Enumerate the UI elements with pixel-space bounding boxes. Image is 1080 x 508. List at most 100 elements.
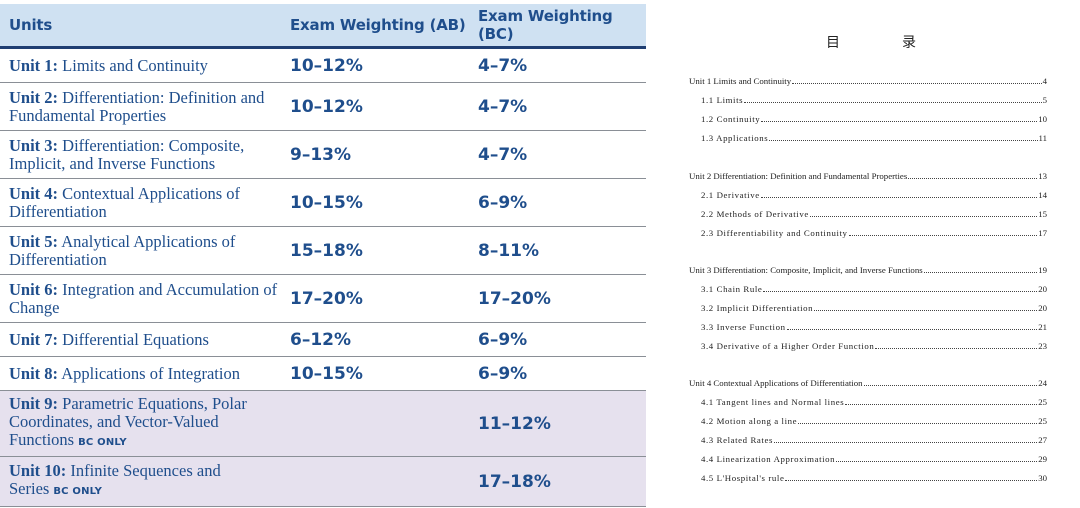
toc-entry-title: Unit 4 Contextual Applications of Differ…: [689, 378, 863, 388]
toc-page-number: 20: [1038, 303, 1047, 313]
toc-page-number: 30: [1038, 473, 1047, 483]
bc-only-badge: BC ONLY: [53, 486, 103, 497]
bc-weight: 4–7%: [478, 144, 528, 165]
unit-title: Parametric Equations, Polar Coordinates,…: [9, 394, 247, 449]
toc-section-entry: 4.5 L'Hospital's rule 30: [701, 473, 1047, 483]
ab-weight: 6–12%: [290, 329, 352, 350]
toc-page-number: 5: [1042, 95, 1047, 105]
unit-label: Unit 9:: [9, 394, 59, 413]
toc-page-number: 25: [1038, 397, 1047, 407]
toc-entry-title: Unit 3 Differentiation: Composite, Impli…: [689, 265, 923, 275]
unit-name: Unit 7: Differential Equations: [0, 329, 282, 349]
toc-section-entry: 4.3 Related Rates 27: [701, 435, 1047, 445]
unit-name: Unit 2: Differentiation: Definition and …: [0, 88, 282, 125]
bc-weight: 4–7%: [478, 55, 528, 76]
bc-weight: 17–20%: [478, 288, 551, 309]
ab-weight: 10–15%: [290, 192, 363, 213]
bc-weight: 11–12%: [478, 413, 551, 434]
table-row: Unit 6: Integration and Accumulation of …: [0, 275, 646, 323]
toc-entry-title: 4.1 Tangent lines and Normal lines: [701, 397, 845, 407]
unit-title: Differential Equations: [62, 329, 209, 349]
toc-section-entry: 1.1 Limits 5: [701, 95, 1047, 105]
unit-name: Unit 5: Analytical Applications of Diffe…: [0, 231, 282, 269]
ab-weight: 15–18%: [290, 240, 363, 261]
toc-entry-title: 4.3 Related Rates: [701, 435, 774, 445]
toc-leader-dots: [908, 172, 1038, 179]
toc-leader-dots: [798, 417, 1038, 424]
bc-weight: 6–9%: [478, 363, 528, 384]
toc-leader-dots: [923, 266, 1038, 273]
toc-section-entry: 4.1 Tangent lines and Normal lines 25: [701, 397, 1047, 407]
toc-entry-title: Unit 1 Limits and Continuity: [689, 76, 792, 86]
toc-page-number: 11: [1038, 133, 1047, 143]
toc-section-entry: 2.1 Derivative 14: [701, 190, 1047, 200]
unit-name: Unit 3: Differentiation: Composite, Impl…: [0, 135, 282, 173]
toc-page-number: 27: [1038, 435, 1047, 445]
bc-weight: 4–7%: [478, 96, 528, 117]
toc-leader-dots: [863, 379, 1038, 386]
toc-page-number: 29: [1038, 454, 1047, 464]
toc-leader-dots: [814, 304, 1038, 311]
table-row: Unit 2: Differentiation: Definition and …: [0, 83, 646, 131]
toc-entry-title: 4.2 Motion along a line: [701, 416, 798, 426]
toc-entry-title: 4.4 Linearization Approximation: [701, 454, 836, 464]
unit-name: Unit 6: Integration and Accumulation of …: [0, 279, 282, 317]
toc-leader-dots: [769, 134, 1038, 141]
toc-title: 目录: [662, 32, 1080, 52]
toc-page-number: 20: [1038, 284, 1047, 294]
unit-label: Unit 6:: [9, 279, 59, 299]
toc-leader-dots: [744, 96, 1042, 103]
toc-unit-entry: Unit 4 Contextual Applications of Differ…: [689, 378, 1047, 388]
toc-leader-dots: [763, 285, 1038, 292]
toc-unit-entry: Unit 3 Differentiation: Composite, Impli…: [689, 265, 1047, 275]
bc-weight: 6–9%: [478, 192, 528, 213]
toc-leader-dots: [848, 229, 1038, 236]
unit-title: Infinite Sequences and Series: [9, 461, 221, 498]
toc-page-number: 4: [1042, 76, 1047, 86]
toc-page-number: 24: [1038, 378, 1047, 388]
table-row: Unit 10: Infinite Sequences and Series BC…: [0, 457, 646, 507]
toc-section-entry: 4.4 Linearization Approximation 29: [701, 454, 1047, 464]
unit-title: Contextual Applications of Differentiati…: [9, 183, 240, 221]
toc-page-number: 23: [1038, 341, 1047, 351]
unit-title: Differentiation: Composite, Implicit, an…: [9, 135, 245, 173]
toc-entry-title: 2.3 Differentiability and Continuity: [701, 228, 848, 238]
unit-label: Unit 7:: [9, 329, 59, 349]
toc-page-number: 14: [1038, 190, 1047, 200]
toc-section-entry: 3.4 Derivative of a Higher Order Functio…: [701, 341, 1047, 351]
toc-entry-title: 3.3 Inverse Function: [701, 322, 786, 332]
unit-name: Unit 1: Limits and Continuity: [0, 56, 282, 75]
toc-entry-title: 3.4 Derivative of a Higher Order Functio…: [701, 341, 875, 351]
toc-page-number: 21: [1038, 322, 1047, 332]
toc-page-number: 17: [1038, 228, 1047, 238]
toc-title-right: 录: [902, 36, 916, 51]
unit-label: Unit 5:: [9, 231, 59, 251]
toc-entry-title: 1.3 Applications: [701, 133, 769, 143]
ab-weight: 9–13%: [290, 144, 352, 165]
bc-weight: 8–11%: [478, 240, 540, 261]
toc-unit-entry: Unit 1 Limits and Continuity 4: [689, 76, 1047, 86]
table-row: Unit 1: Limits and Continuity 10–12% 4–7%: [0, 49, 646, 83]
toc-unit-entry: Unit 2 Differentiation: Definition and F…: [689, 171, 1047, 181]
toc-page-number: 25: [1038, 416, 1047, 426]
toc-leader-dots: [875, 342, 1038, 349]
toc-leader-dots: [792, 77, 1042, 84]
unit-label: Unit 3:: [9, 135, 59, 155]
toc-page-number: 10: [1038, 114, 1047, 124]
table-row: Unit 9: Parametric Equations, Polar Coor…: [0, 391, 646, 457]
toc-entry-title: 3.1 Chain Rule: [701, 284, 763, 294]
toc-page-number: 15: [1038, 209, 1047, 219]
toc-entry-title: 3.2 Implicit Differentiation: [701, 303, 814, 313]
bc-weight: 6–9%: [478, 329, 528, 350]
unit-name: Unit 8: Applications of Integration: [0, 364, 282, 383]
toc-leader-dots: [785, 474, 1038, 481]
unit-name: Unit 9: Parametric Equations, Polar Coor…: [0, 395, 282, 452]
toc-leader-dots: [809, 210, 1038, 217]
toc-page-number: 13: [1038, 171, 1047, 181]
unit-name: Unit 4: Contextual Applications of Diffe…: [0, 183, 282, 221]
toc-section-entry: 3.1 Chain Rule 20: [701, 284, 1047, 294]
toc-leader-dots: [786, 323, 1038, 330]
table-row: Unit 3: Differentiation: Composite, Impl…: [0, 131, 646, 179]
ab-weight: 10–12%: [290, 55, 363, 76]
toc-section-entry: 2.3 Differentiability and Continuity 17: [701, 228, 1047, 238]
